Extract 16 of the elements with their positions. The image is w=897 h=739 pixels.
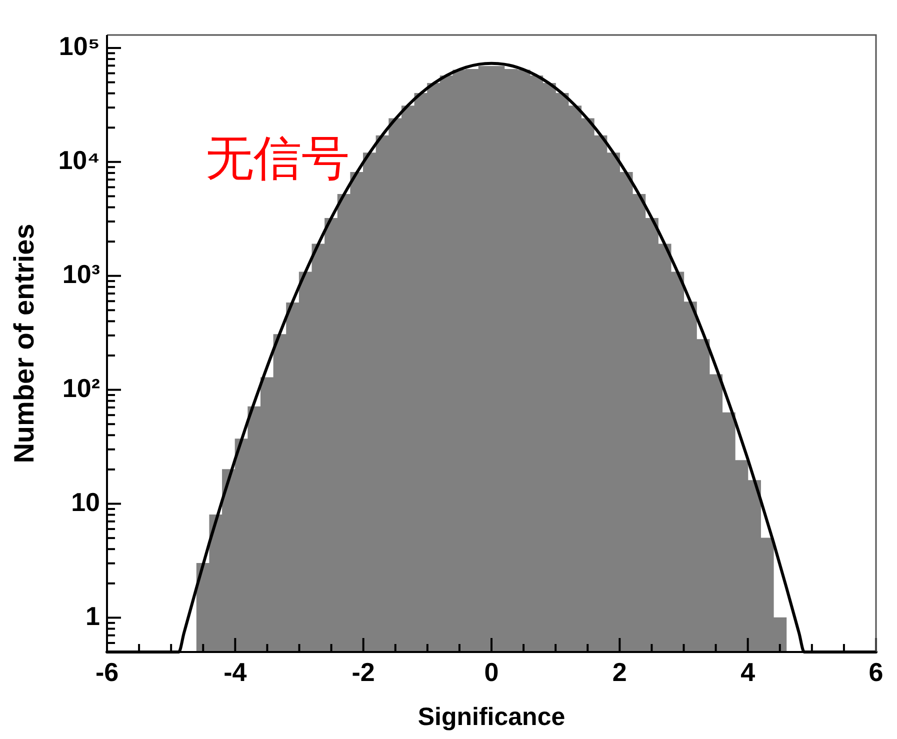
y-axis-title: Number of entries <box>8 224 40 464</box>
y-tick-label: 1 <box>86 600 100 631</box>
x-tick-label: 0 <box>484 656 499 687</box>
annotation: 无信号 <box>205 130 350 187</box>
x-tick-label: -4 <box>224 656 248 687</box>
y-tick-label: 10² <box>62 372 100 403</box>
y-tick-label: 10 <box>71 486 100 517</box>
x-tick-label: 4 <box>740 656 756 687</box>
x-tick-label: 2 <box>612 656 627 687</box>
y-tick-label: 10⁴ <box>58 145 100 176</box>
y-tick-label: 10⁵ <box>58 31 100 62</box>
x-tick-label: -2 <box>352 656 375 687</box>
x-axis-title: Significance <box>418 702 566 731</box>
x-tick-label: 6 <box>868 656 884 687</box>
y-tick-label: 10³ <box>62 259 100 290</box>
x-tick-label: -6 <box>95 656 119 687</box>
